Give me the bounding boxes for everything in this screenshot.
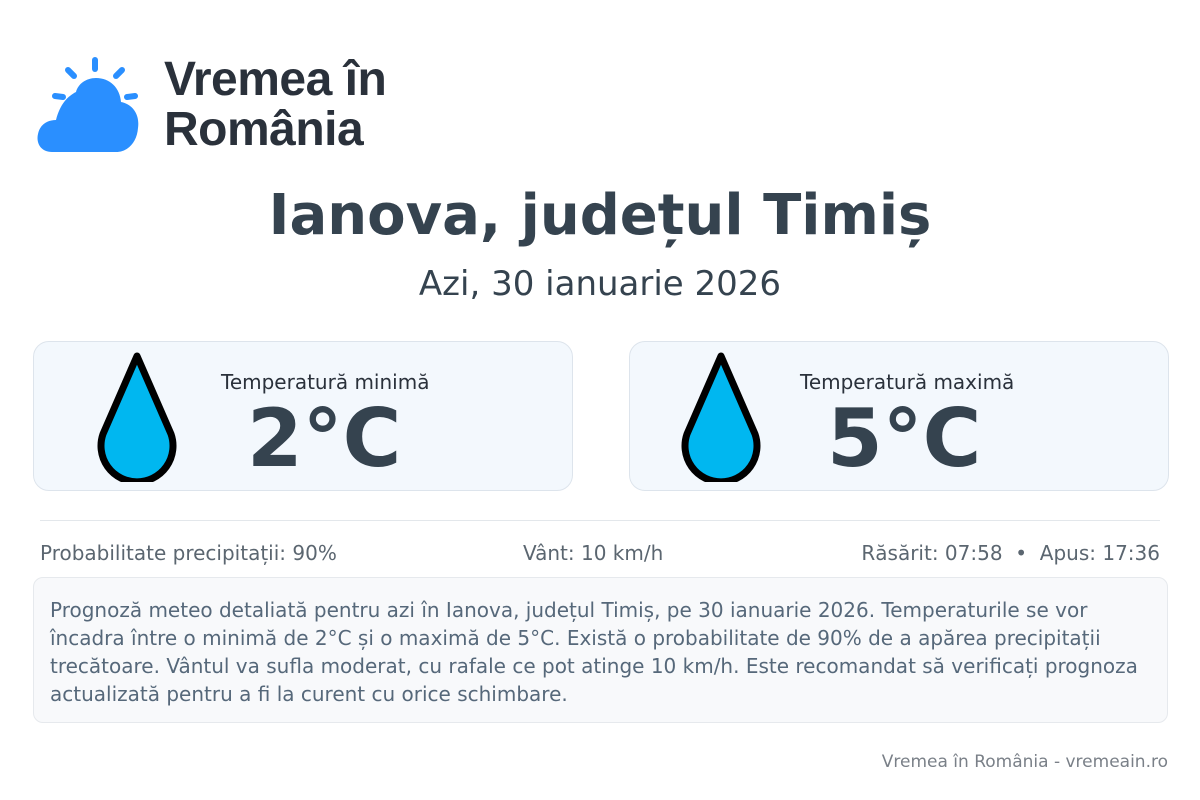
forecast-description: Prognoză meteo detaliată pentru azi în I… xyxy=(33,577,1168,723)
brand-name-line2: România xyxy=(164,103,364,156)
min-temp-value: 2°C xyxy=(247,392,402,485)
brand-logo[interactable]: Vremea în România xyxy=(36,53,387,156)
min-temp-card: Temperatură minimă 2°C xyxy=(33,341,573,491)
max-temp-card: Temperatură maximă 5°C xyxy=(629,341,1169,491)
sun-times-stat: Răsărit: 07:58 • Apus: 17:36 xyxy=(861,541,1160,565)
divider xyxy=(40,520,1160,521)
water-drop-icon xyxy=(97,352,177,482)
footer-credit: Vremea în România - vremeain.ro xyxy=(881,752,1168,772)
page-title: Ianova, județul Timiș xyxy=(268,183,932,248)
brand-name-line1: Vremea în xyxy=(164,53,387,106)
max-temp-value: 5°C xyxy=(827,392,982,485)
wind-stat: Vânt: 10 km/h xyxy=(523,541,664,565)
precipitation-stat: Probabilitate precipitații: 90% xyxy=(40,541,337,565)
water-drop-icon xyxy=(681,352,761,482)
brand-name: Vremea în România xyxy=(164,53,387,156)
page-subtitle: Azi, 30 ianuarie 2026 xyxy=(418,264,782,304)
sun-cloud-icon xyxy=(37,57,139,152)
min-temp-label: Temperatură minimă xyxy=(221,370,430,394)
max-temp-label: Temperatură maximă xyxy=(800,370,1015,394)
